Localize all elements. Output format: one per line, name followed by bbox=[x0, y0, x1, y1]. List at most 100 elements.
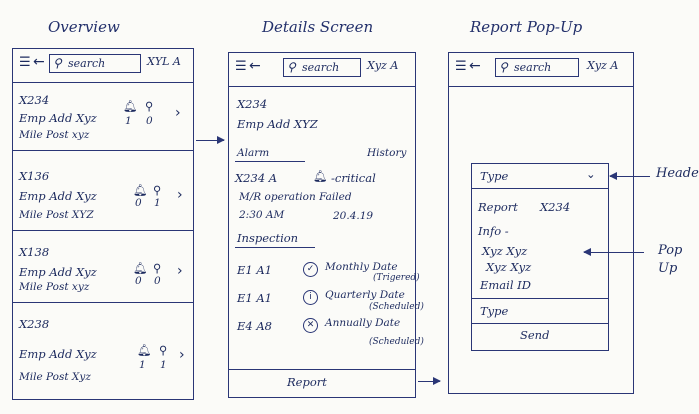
list-item[interactable]: X234 Emp Add Xyz Mile Post xyz 🔔︎ 1 ⚲ 0 … bbox=[13, 83, 193, 151]
details-screen: ☰ ← ⚲ search Xyz A X234 Emp Add XYZ Alar… bbox=[228, 52, 424, 398]
bell-count: 1 bbox=[139, 359, 146, 371]
search-icon: ⚲ bbox=[499, 60, 508, 74]
report-label: Report bbox=[478, 200, 518, 214]
bell-icon: 🔔︎ bbox=[137, 343, 152, 357]
chevron-right-icon[interactable]: › bbox=[177, 263, 183, 279]
alarm-level: -critical bbox=[331, 171, 376, 185]
bell-icon: 🔔︎ bbox=[133, 183, 148, 197]
report-id: X234 bbox=[540, 200, 571, 214]
inspection-frequency: Monthly Date bbox=[325, 261, 398, 273]
annotation-arrow bbox=[609, 170, 650, 182]
pin-count: 1 bbox=[160, 359, 167, 371]
tab-alarm[interactable]: Alarm bbox=[237, 147, 270, 159]
bell-icon: 🔔︎ bbox=[133, 261, 148, 275]
mile-post: Mile Post Xyz bbox=[19, 371, 91, 383]
list-item[interactable]: X238 Emp Add Xyz Mile Post Xyz 🔔︎ 1 ⚲ 1 … bbox=[13, 303, 193, 399]
chevron-right-icon[interactable]: › bbox=[175, 105, 181, 121]
inspection-frequency: Annually Date bbox=[325, 317, 401, 329]
user-menu[interactable]: XYL A bbox=[147, 55, 181, 68]
popup-annotation: Pop Up bbox=[658, 243, 683, 276]
pin-icon: ⚲ bbox=[153, 183, 162, 197]
alarm-id: X234 A bbox=[235, 171, 278, 185]
inspection-code: E1 A1 bbox=[237, 263, 272, 277]
info-label: Info - bbox=[478, 224, 509, 238]
search-input[interactable]: ⚲ search bbox=[495, 58, 579, 77]
emp-add: Emp Add Xyz bbox=[19, 347, 97, 361]
report-popup: Type ⌄ Report X234 Info - Xyz Xyz Xyz Xy… bbox=[471, 163, 609, 351]
inspection-frequency: Quarterly Date bbox=[325, 289, 405, 301]
pin-icon: ⚲ bbox=[145, 99, 154, 113]
info-line: Xyz Xyz bbox=[482, 244, 528, 258]
user-menu[interactable]: Xyz A bbox=[367, 59, 399, 72]
header-annotation: Header bbox=[656, 166, 699, 181]
send-button[interactable]: Send bbox=[520, 328, 550, 342]
asset-id: X138 bbox=[19, 245, 50, 259]
email-id: Email ID bbox=[480, 278, 531, 292]
flow-arrow bbox=[418, 375, 441, 387]
back-arrow-icon[interactable]: ← bbox=[33, 54, 45, 70]
asset-id: X238 bbox=[19, 317, 50, 331]
alarm-time: 2:30 AM bbox=[239, 209, 285, 221]
report-button[interactable]: Report bbox=[287, 375, 327, 389]
emp-add: Emp Add Xyz bbox=[19, 265, 97, 279]
inspection-status: (Scheduled) bbox=[369, 302, 424, 312]
report-topbar: ☰ ← ⚲ search Xyz A bbox=[449, 53, 633, 87]
search-input[interactable]: ⚲ search bbox=[283, 58, 361, 77]
alarm-date: 20.4.19 bbox=[333, 210, 374, 222]
emp-add: Emp Add Xyz bbox=[19, 111, 97, 125]
user-menu[interactable]: Xyz A bbox=[587, 59, 619, 72]
search-placeholder: search bbox=[302, 61, 340, 74]
alarm-message: M/R operation Failed bbox=[239, 191, 352, 203]
overview-title: Overview bbox=[48, 18, 120, 36]
tab-history[interactable]: History bbox=[367, 147, 407, 159]
asset-id: X234 bbox=[237, 97, 268, 111]
emp-add: Emp Add XYZ bbox=[237, 117, 318, 131]
overview-screen: ☰ ← ⚲ search XYL A X234 Emp Add Xyz Mile… bbox=[12, 48, 194, 400]
info-line: Xyz Xyz bbox=[486, 260, 532, 274]
pin-count: 0 bbox=[146, 115, 153, 127]
list-item[interactable]: X138 Emp Add Xyz Mile Post xyz 🔔︎ 0 ⚲ 0 … bbox=[13, 231, 193, 303]
flow-arrow bbox=[196, 134, 225, 146]
bell-count: 0 bbox=[135, 275, 142, 287]
pin-count: 1 bbox=[154, 197, 161, 209]
search-placeholder: search bbox=[68, 57, 106, 70]
overview-topbar: ☰ ← ⚲ search XYL A bbox=[13, 49, 193, 83]
type-select-value: Type bbox=[480, 169, 509, 183]
mile-post: Mile Post xyz bbox=[19, 281, 90, 293]
pin-count: 0 bbox=[154, 275, 161, 287]
menu-icon[interactable]: ☰ bbox=[235, 59, 247, 74]
inspection-heading: Inspection bbox=[237, 231, 299, 245]
search-placeholder: search bbox=[514, 61, 552, 74]
type-select[interactable]: Type ⌄ bbox=[471, 163, 609, 189]
bell-count: 0 bbox=[135, 197, 142, 209]
asset-id: X234 bbox=[19, 93, 50, 107]
list-item[interactable]: X136 Emp Add Xyz Mile Post XYZ 🔔︎ 0 ⚲ 1 … bbox=[13, 151, 193, 231]
back-arrow-icon[interactable]: ← bbox=[249, 58, 261, 74]
search-icon: ⚲ bbox=[53, 56, 62, 70]
search-input[interactable]: ⚲ search bbox=[49, 54, 141, 73]
type-input-placeholder: Type bbox=[480, 304, 509, 318]
menu-icon[interactable]: ☰ bbox=[19, 55, 31, 70]
pin-icon: ⚲ bbox=[159, 343, 168, 357]
menu-icon[interactable]: ☰ bbox=[455, 59, 467, 74]
type-input[interactable]: Type bbox=[471, 298, 609, 324]
check-icon: ✓ bbox=[303, 262, 318, 277]
details-topbar: ☰ ← ⚲ search Xyz A bbox=[229, 53, 415, 87]
search-icon: ⚲ bbox=[287, 60, 296, 74]
details-title: Details Screen bbox=[262, 18, 374, 36]
cross-icon: ✕ bbox=[303, 318, 318, 333]
mile-post: Mile Post xyz bbox=[19, 129, 90, 141]
mile-post: Mile Post XYZ bbox=[19, 209, 94, 221]
inspection-code: E4 A8 bbox=[237, 319, 272, 333]
tab-underline bbox=[235, 161, 305, 163]
pin-icon: ⚲ bbox=[153, 261, 162, 275]
report-popup-title: Report Pop-Up bbox=[470, 18, 583, 36]
inspection-status: (Trigered) bbox=[373, 273, 420, 283]
inspection-code: E1 A1 bbox=[237, 291, 272, 305]
chevron-right-icon[interactable]: › bbox=[179, 347, 185, 363]
divider bbox=[229, 369, 415, 370]
chevron-right-icon[interactable]: › bbox=[177, 187, 183, 203]
bell-count: 1 bbox=[125, 115, 132, 127]
bell-icon: 🔔︎ bbox=[313, 169, 328, 183]
back-arrow-icon[interactable]: ← bbox=[469, 58, 481, 74]
